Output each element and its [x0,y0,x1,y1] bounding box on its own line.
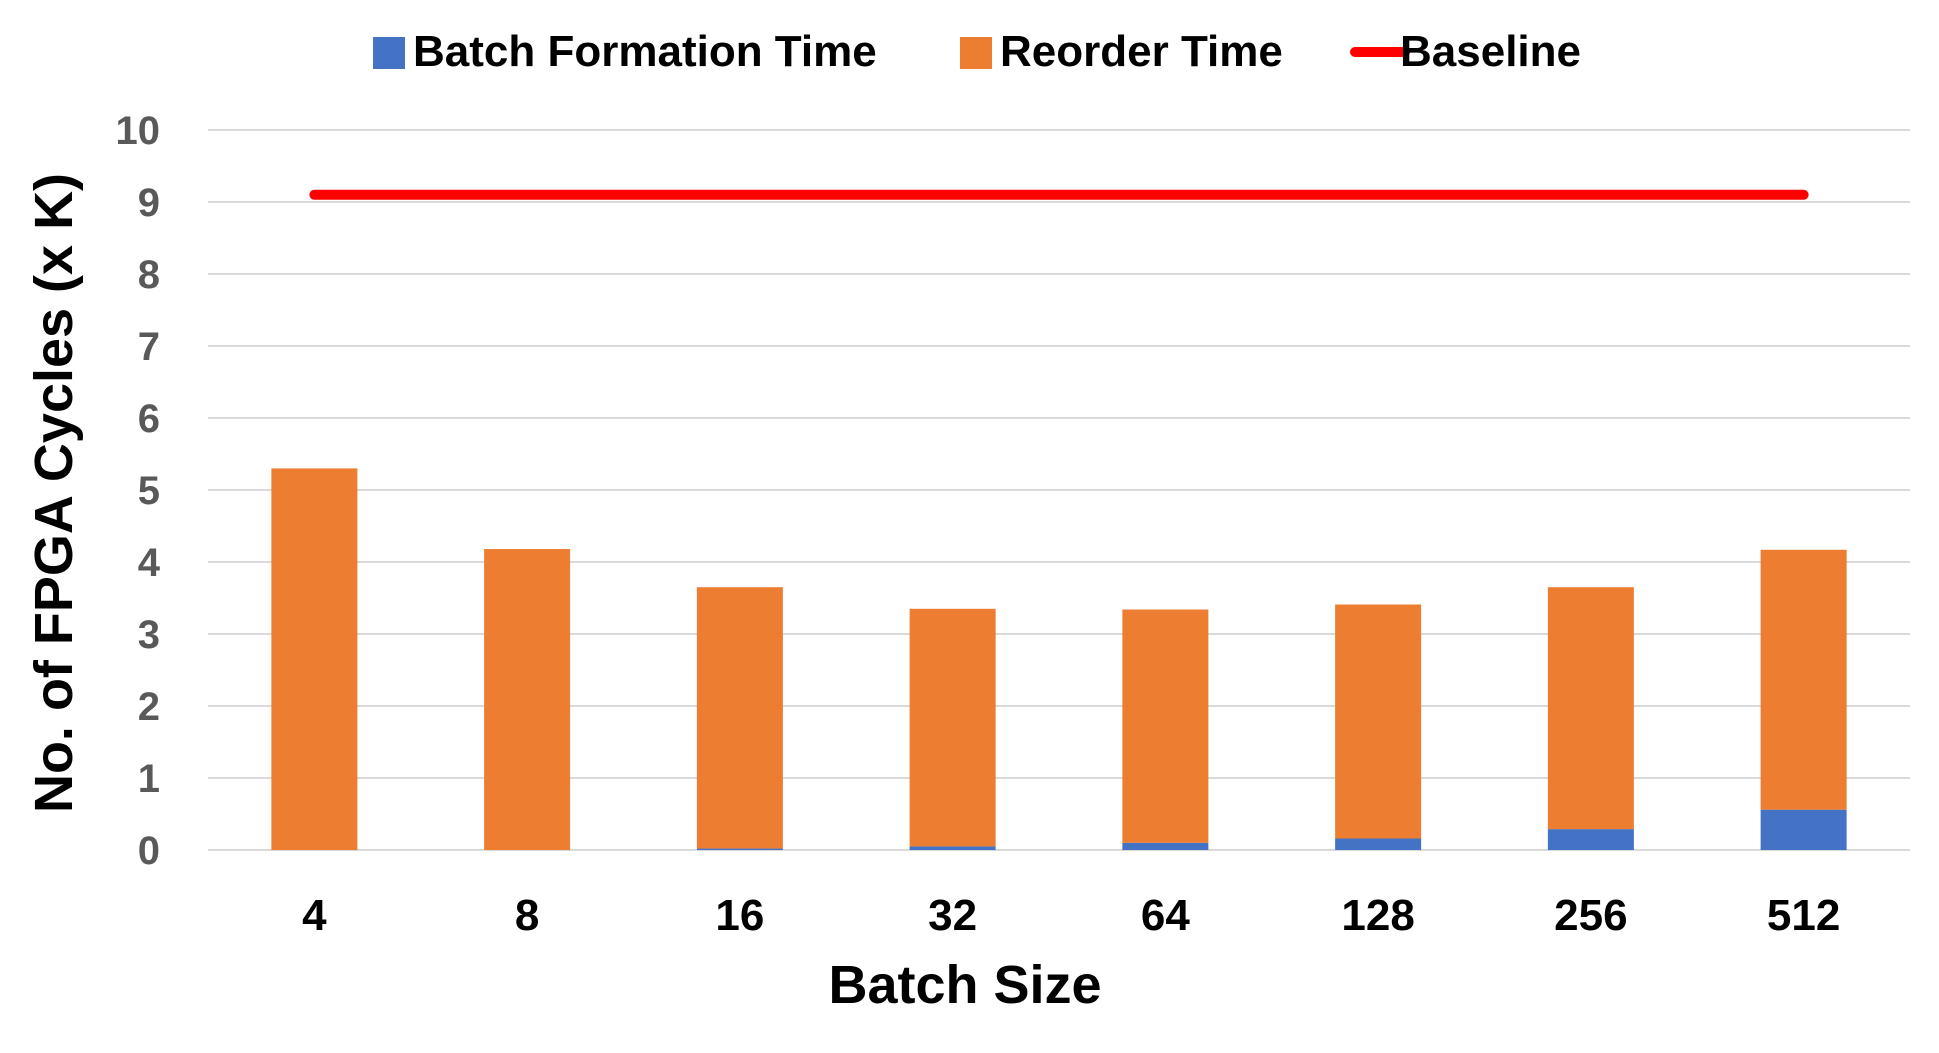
bar-reorder-256 [1547,587,1634,830]
bar-batch-formation-64 [1122,842,1209,850]
x-tick-label-64: 64 [1141,891,1190,940]
bar-reorder-8 [484,549,571,850]
bar-batch-formation-16 [696,848,783,850]
x-tick-label-512: 512 [1767,891,1840,940]
y-tick-label-3: 3 [138,613,160,657]
bar-reorder-64 [1122,609,1209,843]
legend-label-baseline: Baseline [1400,27,1581,76]
bar-reorder-4 [271,468,358,850]
bar-batch-formation-32 [909,846,996,850]
legend-swatch-reorder [960,37,992,69]
y-tick-label-2: 2 [138,685,160,729]
x-tick-label-256: 256 [1554,891,1627,940]
x-tick-label-4: 4 [302,891,327,940]
y-tick-label-7: 7 [138,325,160,369]
y-tick-label-1: 1 [138,757,160,801]
bar-reorder-128 [1335,604,1422,839]
y-tick-label-5: 5 [138,469,160,513]
bar-batch-formation-256 [1547,829,1634,850]
y-tick-label-0: 0 [138,829,160,873]
x-axis-ticks: 4 8 16 32 64 128 256 512 [302,891,1840,940]
legend-label-batch-formation: Batch Formation Time [413,27,877,76]
gridlines [208,129,1910,851]
y-tick-label-8: 8 [138,253,160,297]
bar-reorder-32 [909,608,996,847]
y-axis-ticks: 0 1 2 3 4 5 6 7 8 9 10 [116,109,161,873]
y-tick-label-4: 4 [138,541,161,585]
bar-batch-formation-128 [1335,838,1422,850]
x-tick-label-128: 128 [1341,891,1414,940]
x-tick-label-8: 8 [515,891,539,940]
legend-swatch-batch-formation [373,37,405,69]
x-tick-label-16: 16 [715,891,764,940]
legend-label-reorder: Reorder Time [1000,27,1283,76]
bar-reorder-512 [1760,549,1847,810]
y-tick-label-9: 9 [138,181,160,225]
bar-batch-formation-512 [1760,809,1847,850]
bar-reorder-16 [696,587,783,849]
y-tick-label-10: 10 [116,109,161,153]
x-axis-title: Batch Size [828,955,1101,1015]
bars [271,468,1847,850]
legend: Batch Formation Time Reorder Time Baseli… [373,27,1581,76]
y-tick-label-6: 6 [138,397,160,441]
x-tick-label-32: 32 [928,891,977,940]
y-axis-title: No. of FPGA Cycles (x K) [24,173,84,813]
